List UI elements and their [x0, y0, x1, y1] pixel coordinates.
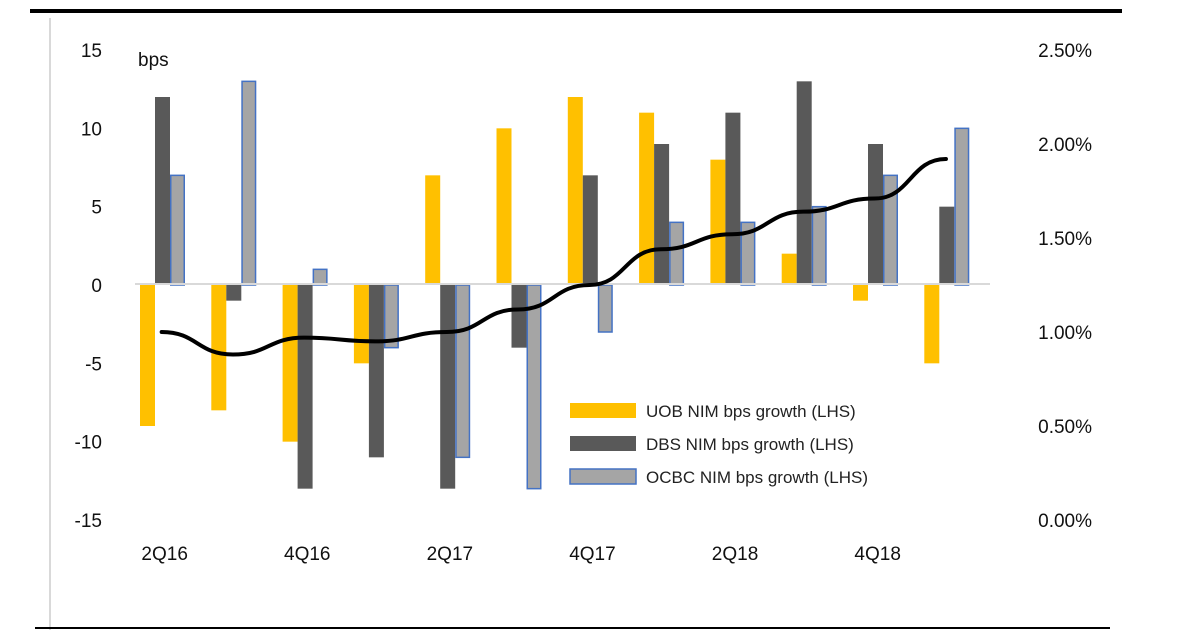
bar-dbs [368, 285, 384, 458]
legend-label: OCBC NIM bps growth (LHS) [646, 468, 868, 487]
y-tick-label: 0 [91, 276, 102, 297]
y-tick-label: -5 [85, 354, 102, 375]
bar-uob [781, 253, 797, 285]
bar-ocbc [170, 174, 185, 286]
bar-dbs [440, 285, 456, 489]
y-tick-label: -15 [75, 511, 102, 532]
bar-uob [924, 285, 940, 364]
y2-tick-label: 2.00% [1038, 135, 1092, 156]
bar-ocbc [669, 221, 685, 286]
bar-dbs [226, 285, 242, 301]
legend-swatch [570, 403, 636, 418]
bar-ocbc [597, 284, 613, 333]
legend-swatch [569, 468, 637, 485]
y2-tick-label: 0.50% [1038, 417, 1092, 438]
y-tick-label: 5 [91, 198, 102, 219]
bar-ocbc [241, 80, 257, 286]
y2-tick-label: 1.50% [1038, 229, 1092, 250]
x-tick-label: 2Q18 [712, 544, 758, 565]
bar-ocbc [811, 205, 827, 286]
y-axis-title: bps [138, 50, 169, 71]
x-tick-label: 4Q18 [854, 544, 900, 565]
y-tick-label: 10 [81, 119, 102, 140]
y-tick-label: 15 [81, 41, 102, 62]
x-tick-label: 2Q16 [141, 544, 187, 565]
bar-dbs [939, 206, 955, 285]
bar-ocbc [954, 127, 970, 286]
bar-uob [353, 285, 369, 364]
y2-tick-label: 0.00% [1038, 511, 1092, 532]
x-tick-label: 2Q17 [427, 544, 473, 565]
bar-dbs [868, 144, 883, 285]
bar-uob [211, 285, 227, 411]
bar-dbs [654, 144, 670, 285]
y-tick-label: -10 [75, 433, 102, 454]
bar-ocbc [526, 284, 542, 490]
bar-uob [853, 285, 868, 301]
bar-dbs [155, 97, 170, 285]
nim-line [159, 157, 948, 357]
bar-uob [496, 128, 512, 285]
bar-uob [282, 285, 298, 442]
bar-ocbc [312, 268, 328, 286]
bar-uob [425, 175, 441, 285]
x-tick-label: 4Q17 [569, 544, 615, 565]
bar-ocbc [455, 284, 471, 459]
bar-uob [567, 97, 583, 285]
bar-dbs [796, 81, 812, 285]
y2-tick-label: 2.50% [1038, 41, 1092, 62]
bar-dbs [297, 285, 313, 489]
bar-uob [639, 112, 655, 286]
x-tick-label: 4Q16 [284, 544, 330, 565]
y2-tick-label: 1.00% [1038, 323, 1092, 344]
bar-uob [710, 159, 726, 285]
legend-swatch [570, 436, 636, 451]
legend-label: DBS NIM bps growth (LHS) [646, 435, 854, 454]
bar-dbs [511, 285, 527, 348]
legend-label: UOB NIM bps growth (LHS) [646, 402, 856, 421]
bar-dbs [582, 175, 598, 285]
bar-uob [140, 285, 155, 426]
bar-dbs [725, 112, 741, 286]
